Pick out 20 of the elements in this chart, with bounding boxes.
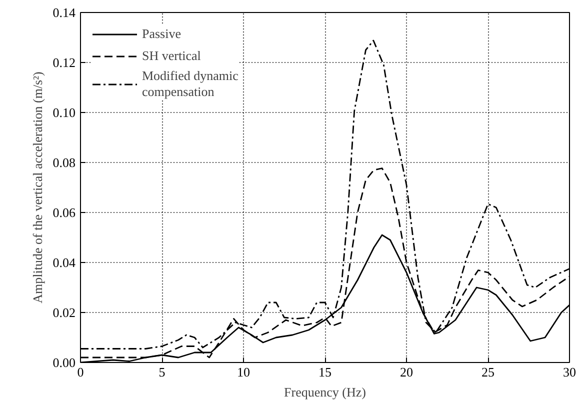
y-tick-label: 0.00 [52, 355, 76, 370]
x-tick-label: 30 [563, 364, 576, 380]
x-tick-label: 5 [158, 364, 166, 380]
y-tick-label: 0.14 [52, 5, 76, 20]
x-tick-label: 0 [77, 364, 84, 380]
y-axis-title: Amplitude of the vertical acceleration (m/s²) [30, 72, 45, 304]
y-tick-label: 0.06 [52, 205, 76, 220]
legend-label: Passive [142, 26, 181, 42]
x-tick-label: 15 [318, 364, 332, 380]
y-tick-label: 0.12 [52, 55, 76, 70]
y-tick-label: 0.08 [52, 155, 76, 170]
x-tick-label: 25 [482, 364, 494, 380]
x-tick-label: 20 [400, 364, 413, 380]
legend-label: Modified dynamic compensation [142, 68, 238, 100]
x-tick-label: 10 [237, 364, 250, 380]
y-tick-label: 0.02 [52, 305, 76, 320]
y-tick-label: 0.10 [52, 105, 76, 120]
legend-label: SH vertical [142, 48, 201, 64]
y-tick-label: 0.04 [52, 255, 76, 270]
x-axis-title: Frequency (Hz) [284, 384, 366, 400]
